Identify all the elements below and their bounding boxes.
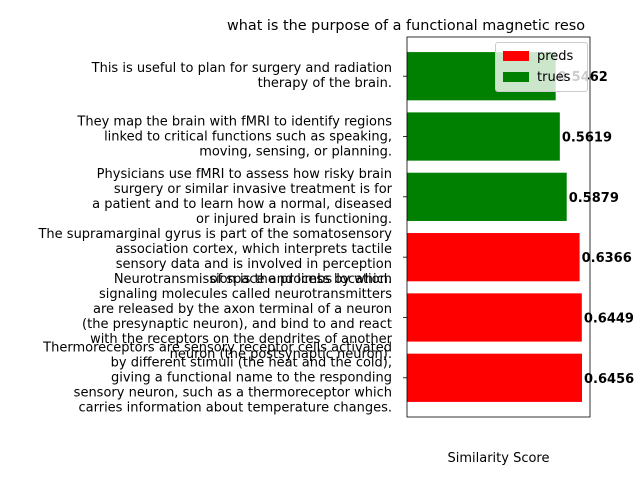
legend-label-trues: trues	[537, 69, 571, 85]
legend-swatch-trues	[503, 72, 529, 82]
category-label-1: Neurotransmission is the process by whic…	[82, 272, 392, 363]
bar-2	[407, 233, 580, 282]
bar-4	[407, 112, 560, 161]
chart-title: what is the purpose of a functional magn…	[227, 18, 585, 34]
legend: preds trues	[495, 42, 588, 92]
category-label-2: The supramarginal gyrus is part of the s…	[38, 227, 392, 288]
value-label-1: 0.6449	[584, 311, 634, 326]
legend-swatch-preds	[503, 51, 529, 61]
x-axis-label: Similarity Score	[447, 451, 549, 466]
category-label-5: This is useful to plan for surgery and r…	[91, 61, 392, 92]
legend-label-preds: preds	[537, 48, 574, 64]
category-label-4: They map the brain with fMRI to identify…	[77, 114, 392, 160]
legend-entry-trues: trues	[503, 69, 570, 85]
bar-3	[407, 172, 567, 221]
bar-0	[407, 353, 582, 402]
bar-1	[407, 293, 582, 342]
legend-entry-preds: preds	[503, 48, 573, 64]
value-label-4: 0.5619	[562, 131, 612, 146]
value-label-0: 0.6456	[584, 372, 634, 387]
category-label-3: Physicians use fMRI to assess how risky …	[92, 166, 392, 227]
category-label-0: Thermoreceptors are sensory receptor cel…	[43, 340, 392, 416]
value-label-2: 0.6366	[582, 251, 632, 266]
value-label-3: 0.5879	[569, 191, 619, 206]
axes-frame	[406, 36, 591, 418]
